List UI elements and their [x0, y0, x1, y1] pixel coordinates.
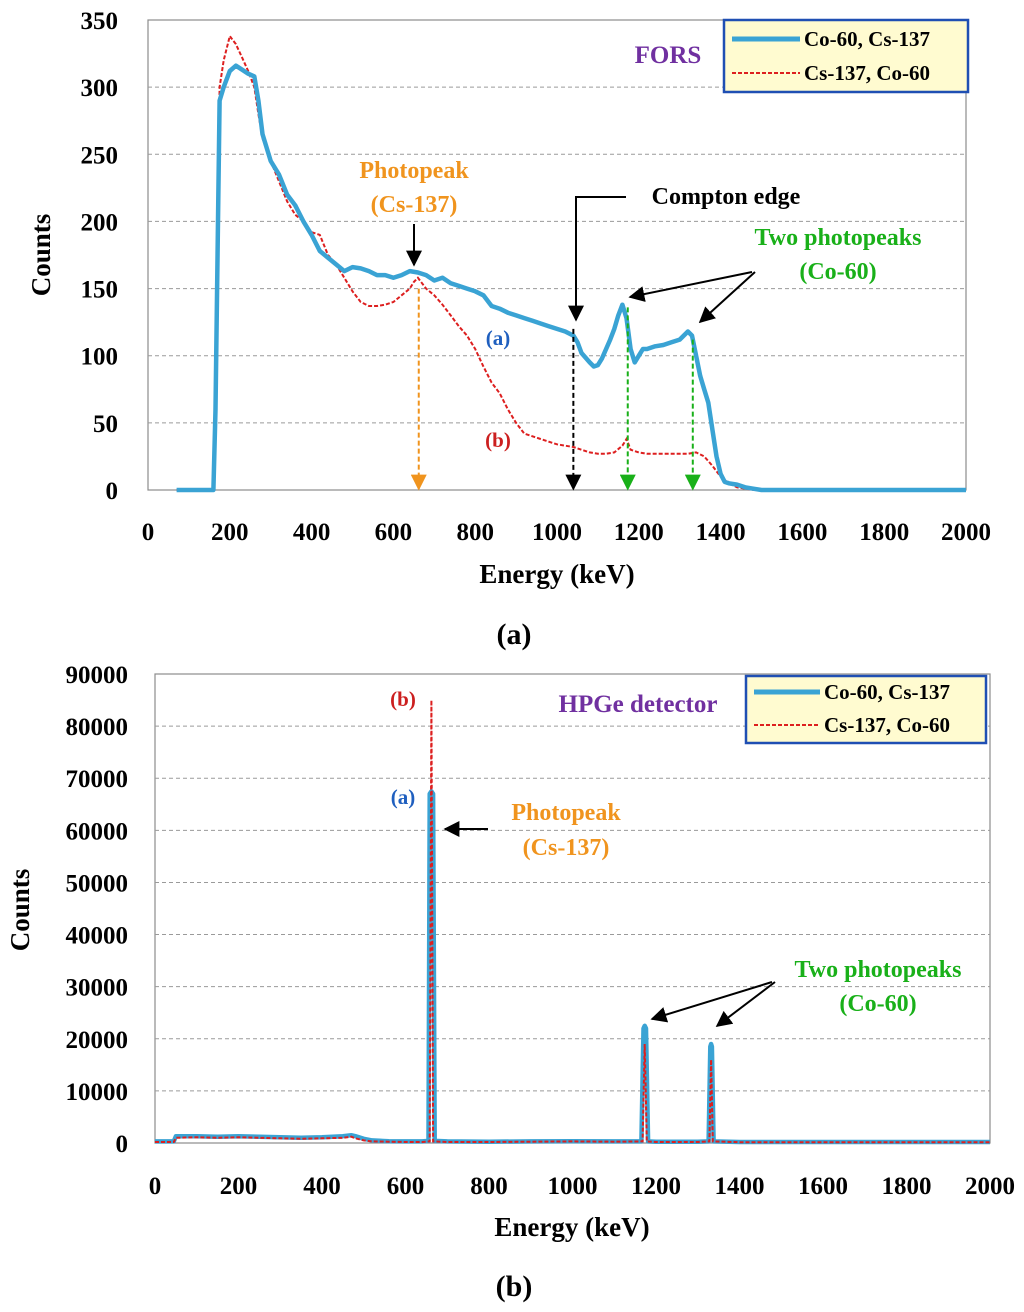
annotation-photopeak-source-hpge: (Cs-137)	[523, 835, 610, 861]
x-tick-label: 1800	[859, 519, 909, 546]
x-tick-label: 0	[149, 1173, 162, 1200]
x-tick-label: 1600	[798, 1173, 848, 1200]
annotation-two-photopeaks-source-hpge: (Co-60)	[839, 991, 916, 1017]
annotation-two-photopeaks-title-hpge: Two photopeaks	[795, 957, 962, 983]
annotation-two-photopeaks-source: (Co-60)	[799, 259, 876, 285]
caption-b: (b)	[496, 1270, 533, 1303]
plot-area-fors	[147, 19, 967, 491]
chart-label-fors: FORS	[635, 42, 702, 69]
legend-label-cs137-co60: Cs-137, Co-60	[804, 61, 930, 85]
series-marker-a-fors: (a)	[486, 326, 511, 350]
annotation-compton-edge: Compton edge	[652, 184, 801, 210]
y-tick-label: 90000	[66, 662, 129, 689]
caption-a: (a)	[497, 618, 532, 651]
y-tick-label: 200	[81, 209, 119, 236]
annotation-photopeak-title-hpge: Photopeak	[511, 800, 621, 826]
y-tick-label: 10000	[66, 1079, 129, 1106]
y-tick-label: 300	[81, 75, 119, 102]
x-tick-label: 400	[303, 1173, 341, 1200]
annotation-photopeak-source: (Cs-137)	[371, 192, 458, 218]
x-axis-title-fors: Energy (keV)	[479, 559, 634, 589]
x-ticks-fors: 0 200 400 600 800 1000 1200 1400 1600 1800 2000	[142, 519, 991, 546]
x-tick-label: 1400	[715, 1173, 765, 1200]
y-tick-label: 100	[81, 344, 119, 371]
energy-drop-lines-fors	[410, 288, 701, 491]
arrow-co60-peak-1	[628, 271, 753, 302]
y-tick-label: 0	[116, 1131, 129, 1158]
arrow-co60-peak-2	[698, 271, 756, 324]
legend-fors: Co-60, Cs-137 Cs-137, Co-60	[722, 18, 970, 94]
series-marker-a-hpge: (a)	[391, 785, 416, 809]
y-tick-label: 20000	[66, 1027, 129, 1054]
x-tick-label: 400	[293, 519, 331, 546]
chart-hpge: 0100002000030000400005000060000700008000…	[5, 662, 1015, 1303]
y-tick-label: 350	[81, 8, 119, 35]
grid-fors	[148, 86, 966, 424]
y-axis-title-hpge: Counts	[5, 869, 35, 952]
y-tick-label: 70000	[66, 766, 129, 793]
x-tick-label: 600	[375, 519, 413, 546]
y-tick-label: 80000	[66, 714, 129, 741]
y-tick-label: 150	[81, 277, 119, 304]
grid-hpge	[155, 725, 990, 1092]
y-tick-label: 30000	[66, 975, 129, 1002]
annotation-photopeak-title: Photopeak	[359, 158, 469, 184]
y-tick-label: 50	[93, 411, 118, 438]
chart-label-hpge: HPGe detector	[559, 691, 718, 718]
y-tick-label: 40000	[66, 923, 129, 950]
chart-fors: 0 50 100 150 200 250 300 350 0 200 400 600 800 1000 1…	[26, 8, 991, 651]
x-tick-label: 1000	[548, 1173, 598, 1200]
legend-hpge: Co-60, Cs-137 Cs-137, Co-60	[744, 674, 988, 745]
x-tick-label: 1000	[532, 519, 582, 546]
x-tick-label: 1200	[631, 1173, 681, 1200]
x-tick-label: 800	[470, 1173, 508, 1200]
y-tick-label: 250	[81, 142, 119, 169]
x-tick-label: 1800	[882, 1173, 932, 1200]
plot-area-hpge	[154, 673, 991, 1144]
annotation-two-photopeaks-title: Two photopeaks	[755, 225, 922, 251]
y-tick-label: 0	[106, 478, 119, 505]
series-line-cs137-co60-hpge	[155, 700, 990, 1144]
arrow-compton-edge	[568, 196, 626, 322]
y-axis-title-fors: Counts	[26, 214, 56, 297]
y-ticks-fors: 0 50 100 150 200 250 300 350	[81, 8, 119, 505]
x-tick-label: 2000	[941, 519, 991, 546]
y-ticks-hpge: 0 10000 20000 30000 40000 50000 60000 70000 8000…	[66, 662, 129, 1158]
legend-label-cs137-co60-hpge: Cs-137, Co-60	[824, 713, 950, 737]
legend-label-co60-cs137: Co-60, Cs-137	[804, 27, 930, 51]
legend-box-fors	[722, 18, 970, 94]
series-line-co60-cs137-hpge	[155, 789, 990, 1145]
x-tick-label: 800	[456, 519, 494, 546]
x-tick-label: 1200	[614, 519, 664, 546]
x-tick-label: 1600	[777, 519, 827, 546]
x-tick-label: 200	[220, 1173, 258, 1200]
x-tick-label: 200	[211, 519, 249, 546]
x-tick-label: 0	[142, 519, 155, 546]
x-tick-label: 1400	[696, 519, 746, 546]
legend-box-hpge	[744, 674, 988, 745]
x-axis-title-hpge: Energy (keV)	[494, 1212, 649, 1242]
legend-label-co60-cs137-hpge: Co-60, Cs-137	[824, 680, 950, 704]
y-tick-label: 60000	[66, 818, 129, 845]
series-marker-b-hpge: (b)	[390, 687, 416, 711]
series-marker-b-fors: (b)	[485, 428, 511, 452]
arrow-co60-peak-2-hpge	[715, 981, 776, 1027]
x-tick-label: 600	[387, 1173, 425, 1200]
arrow-co60-peak-1-hpge	[650, 981, 773, 1023]
x-ticks-hpge: 0 200 400 600 800 1000 1200 1400 1600 1800 2000	[149, 1173, 1015, 1200]
y-tick-label: 50000	[66, 870, 129, 897]
series-line-co60-cs137	[176, 63, 966, 493]
x-tick-label: 2000	[965, 1173, 1015, 1200]
